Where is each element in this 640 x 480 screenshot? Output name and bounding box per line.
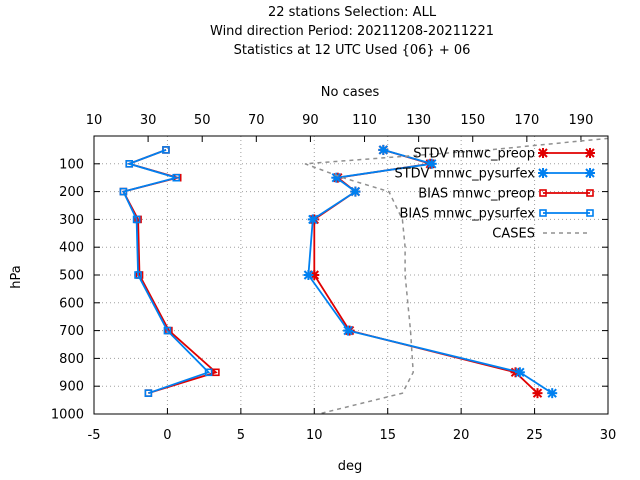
tick-labels: -5 0 5 10 15 20 25 30 10 30 50 70 90 110 130 150 170 190 1… bbox=[51, 113, 616, 443]
point-marker-x bbox=[585, 168, 595, 178]
legend-label: CASES bbox=[492, 227, 535, 242]
point-marker-x bbox=[514, 367, 525, 378]
point-marker-square bbox=[539, 209, 547, 217]
x2-tick-label: 10 bbox=[86, 113, 103, 128]
point-marker-x bbox=[350, 186, 361, 197]
x2-tick-label: 90 bbox=[302, 113, 319, 128]
x-tick-label: 30 bbox=[600, 428, 617, 443]
y-tick-label: 200 bbox=[59, 185, 84, 200]
point-marker-x bbox=[307, 214, 318, 225]
x2-tick-label: 70 bbox=[248, 113, 265, 128]
legend-label: BIAS mnwc_preop bbox=[418, 187, 535, 202]
legend-entry: CASES bbox=[492, 227, 590, 242]
point-marker-x bbox=[538, 168, 548, 178]
series-bias-mnwc-pysurfex bbox=[119, 146, 213, 397]
x2-tick-label: 50 bbox=[194, 113, 211, 128]
series-stdv-mnwc-pysurfex bbox=[303, 144, 558, 399]
series-cases bbox=[304, 137, 608, 414]
x-tick-label: -5 bbox=[88, 428, 101, 443]
y-tick-label: 700 bbox=[59, 324, 84, 339]
x2-tick-label: 110 bbox=[352, 113, 377, 128]
chart-title-line-2: Wind direction Period: 20211208-20211221 bbox=[210, 24, 494, 39]
x2-tick-label: 190 bbox=[569, 113, 594, 128]
y-tick-label: 300 bbox=[59, 213, 84, 228]
point-marker-square bbox=[144, 389, 153, 397]
point-marker-square bbox=[204, 368, 213, 377]
legend-entry: BIAS mnwc_pysurfex bbox=[399, 207, 594, 222]
point-marker-x bbox=[532, 388, 543, 399]
y-tick-label: 400 bbox=[59, 241, 84, 256]
x-tick-label: 20 bbox=[453, 428, 470, 443]
point-marker-square bbox=[162, 146, 170, 154]
y-tick-label: 100 bbox=[59, 157, 84, 172]
legend-label: BIAS mnwc_pysurfex bbox=[399, 207, 535, 222]
series-line bbox=[304, 137, 608, 414]
legend-entry: STDV mnwc_preop bbox=[413, 147, 595, 162]
point-marker-square bbox=[163, 326, 172, 335]
chart-title-line-3: Statistics at 12 UTC Used {06} + 06 bbox=[234, 43, 471, 58]
chart-title-line-1: 22 stations Selection: ALL bbox=[268, 5, 437, 20]
point-marker-square bbox=[212, 368, 220, 377]
legend: STDV mnwc_preop STDV mnwc_pysurfex BIAS mn… bbox=[394, 147, 595, 242]
y-tick-label: 600 bbox=[59, 296, 84, 311]
point-marker-square bbox=[134, 271, 142, 279]
point-marker-square bbox=[125, 160, 134, 168]
point-marker-x bbox=[585, 148, 595, 158]
y-tick-label: 800 bbox=[59, 352, 84, 367]
x-tick-label: 0 bbox=[163, 428, 171, 443]
point-marker-square bbox=[586, 209, 594, 217]
x-axis-label: deg bbox=[338, 459, 363, 474]
x-tick-label: 5 bbox=[237, 428, 245, 443]
x2-tick-label: 30 bbox=[140, 113, 157, 128]
point-marker-x bbox=[538, 148, 548, 158]
point-marker-x bbox=[378, 144, 389, 155]
x2-axis-label: No cases bbox=[321, 85, 380, 100]
point-marker-square bbox=[586, 189, 594, 197]
point-marker-x bbox=[547, 388, 558, 399]
legend-label: STDV mnwc_preop bbox=[413, 147, 535, 162]
x2-tick-label: 150 bbox=[460, 113, 485, 128]
plot-frame bbox=[93, 135, 609, 415]
y-tick-label: 900 bbox=[59, 380, 84, 395]
series-layer bbox=[119, 137, 608, 414]
point-marker-square bbox=[132, 215, 141, 224]
point-marker-x bbox=[303, 270, 314, 280]
point-marker-x bbox=[343, 325, 354, 336]
point-marker-square bbox=[172, 173, 181, 182]
legend-entry: STDV mnwc_pysurfex bbox=[394, 167, 595, 182]
x-tick-label: 15 bbox=[379, 428, 396, 443]
x2-tick-label: 170 bbox=[514, 113, 539, 128]
point-marker-x bbox=[331, 172, 342, 183]
x-tick-label: 10 bbox=[306, 428, 323, 443]
legend-label: STDV mnwc_pysurfex bbox=[394, 167, 535, 182]
point-marker-x bbox=[426, 158, 437, 169]
legend-entry: BIAS mnwc_preop bbox=[418, 187, 594, 202]
series-line bbox=[122, 149, 211, 395]
x-tick-label: 25 bbox=[526, 428, 543, 443]
y-tick-label: 1000 bbox=[51, 408, 84, 423]
point-marker-square bbox=[539, 189, 547, 197]
y-tick-label: 500 bbox=[59, 269, 84, 284]
x2-tick-label: 130 bbox=[406, 113, 431, 128]
point-marker-square bbox=[119, 187, 128, 196]
y-axis-label: hPa bbox=[9, 265, 24, 288]
